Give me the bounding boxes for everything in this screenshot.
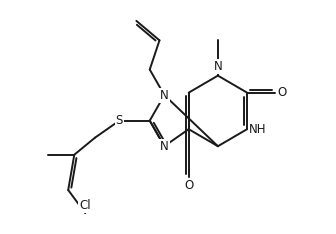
Text: S: S [116,114,123,127]
Text: O: O [277,86,286,99]
Text: NH: NH [249,123,266,136]
Text: O: O [184,179,193,192]
Text: N: N [160,89,169,102]
Text: N: N [213,60,222,73]
Text: Cl: Cl [79,199,91,212]
Text: N: N [160,140,169,153]
